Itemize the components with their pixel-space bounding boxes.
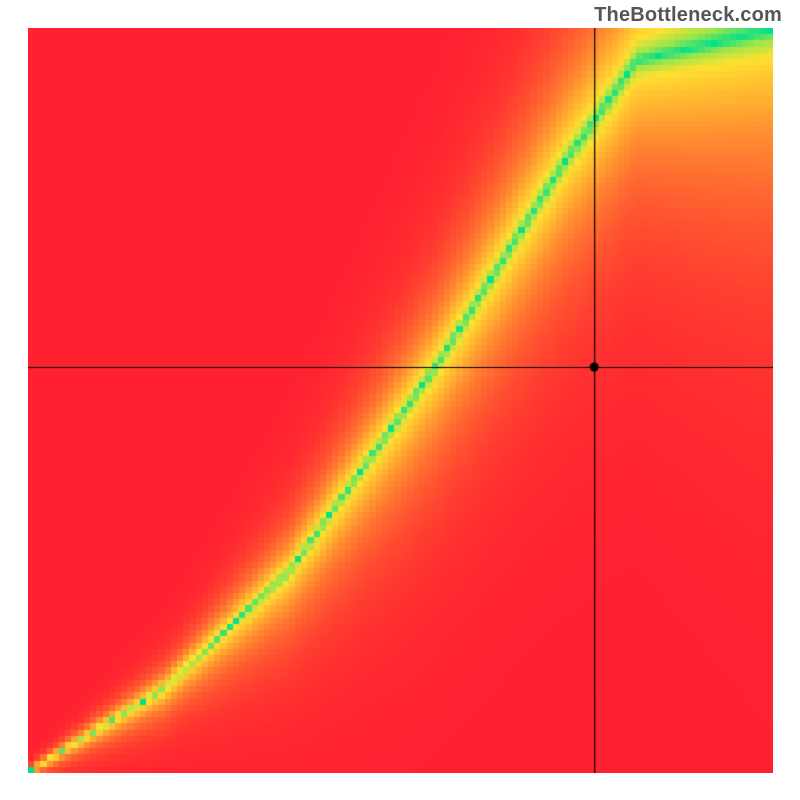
watermark-text: TheBottleneck.com bbox=[594, 4, 782, 27]
bottleneck-heatmap bbox=[28, 28, 773, 773]
